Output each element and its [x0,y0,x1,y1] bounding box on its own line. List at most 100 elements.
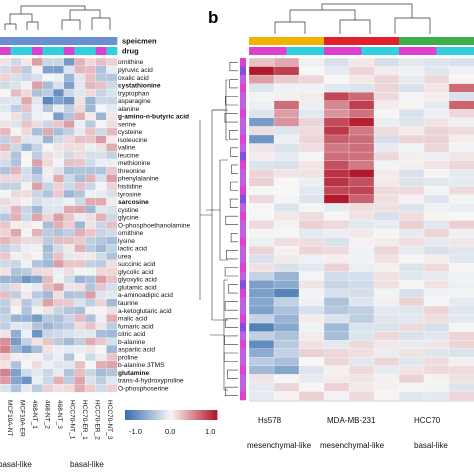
panel-a-cell [95,158,107,168]
panel-a-colorbar-segment [143,410,146,420]
panel-a-cell [53,143,65,152]
panel-a-cell [31,337,43,346]
panel-a-cell [106,376,118,385]
panel-b-cell [248,66,275,76]
panel-b-cell [248,57,275,68]
panel-a-cell [95,384,107,393]
panel-a-cell [0,73,12,82]
panel-b-cell [248,339,275,350]
panel-a-colorbar-segment [197,410,200,420]
panel-a-cell [0,151,12,160]
panel-b-cell [298,365,325,375]
panel-b-cell [348,322,375,333]
panel-b-row-annotation-cell [240,280,246,290]
panel-a-dendrogram-branch [69,9,101,20]
panel-a-cell [21,290,33,300]
panel-a-cell [106,275,118,284]
panel-a-cell [53,306,65,315]
panel-b-cell [398,348,425,358]
panel-b-cell [423,228,450,239]
panel-b-cell [323,211,350,221]
panel-a-cell [42,73,54,82]
panel-a-cell [10,353,22,362]
panel-a-cell [53,267,65,276]
panel-a-cell [63,259,75,269]
panel-a-cell [0,81,12,90]
panel-a-cell [10,213,22,222]
panel-a-colorbar-segment [145,410,148,420]
panel-a-cell [21,127,33,137]
panel-b-row-annotation-cell [240,254,246,264]
panel-a-cell [10,135,22,144]
panel-b-cell [448,263,474,273]
panel-b-cell [298,237,325,247]
panel-b-group-label-1: mesenchymal-like [247,441,312,450]
panel-a-drug-cell [53,47,65,55]
panel-a-cell [42,228,54,238]
panel-b-cell [348,66,375,76]
panel-b-row-dendrogram-branch [226,250,238,260]
panel-a-cell [31,345,43,354]
panel-a-cell [0,259,12,269]
panel-a-cell [84,135,97,144]
panel-a-cell [0,252,12,261]
panel-a-cell [95,368,107,377]
panel-a-cell [31,65,43,74]
panel-b-cell [448,211,474,221]
panel-a-cell [53,135,65,144]
panel-a-cell [106,321,118,331]
panel-b-cell [298,134,325,144]
panel-b-cell [323,365,350,375]
panel-a-cell [42,306,54,315]
panel-b-row-dendrogram-branch [231,164,238,174]
panel-a-cell [10,321,22,331]
panel-a-cell [21,337,33,346]
panel-b-cell [348,374,375,384]
panel-a-cell [21,143,33,152]
panel-b-row-annotation-cell [240,169,246,178]
panel-a-cell [42,314,54,323]
panel-b-cell [298,263,325,273]
panel-a-cell [74,57,86,67]
panel-a-cell [95,143,107,152]
panel-a-cell [0,127,12,137]
panel-a-cell [63,384,75,393]
panel-a-cell [74,345,86,354]
panel-a-cell [10,376,22,385]
panel-b-cell [398,245,425,256]
panel-a-cell [106,96,118,106]
panel-a-cell [106,205,118,214]
panel-b-cell [298,288,325,298]
panel-b-cell [348,357,375,367]
panel-a-cell [95,182,107,191]
panel-b-cell [373,168,400,179]
panel-a-cell [31,81,43,90]
panel-b-row-annotation-cell [240,186,246,196]
panel-b-cell [273,109,300,119]
panel-a-cell [10,236,22,245]
panel-b-cell [273,168,300,179]
panel-a-cell [63,213,75,222]
panel-a-cell [53,88,65,98]
panel-a-cell [21,135,33,144]
panel-a-cell [0,321,12,331]
panel-a-cell [31,112,43,121]
panel-b-cell [398,186,425,196]
panel-a-cell [21,244,33,253]
panel-a-drug-cell [31,47,43,55]
panel-a-cell [106,306,118,315]
panel-a-colorbar-segment [187,410,190,420]
panel-b-cell [448,177,474,187]
panel-a-colorbar-segment [195,410,198,420]
panel-b-cell [273,57,300,68]
panel-a-column-label: HCC70-ER_2 [94,400,101,440]
panel-a-cell [84,259,97,269]
panel-a-cell [95,104,107,113]
panel-a-cell [95,213,107,222]
panel-b-drug-cell [436,47,474,55]
panel-b-cell [398,160,425,170]
panel-a-row-label: g-amino-n-butyric acid [118,114,189,121]
panel-a-cell [53,189,65,199]
panel-a-cell [84,96,97,106]
panel-b-row-dendrogram-branch [230,181,238,191]
